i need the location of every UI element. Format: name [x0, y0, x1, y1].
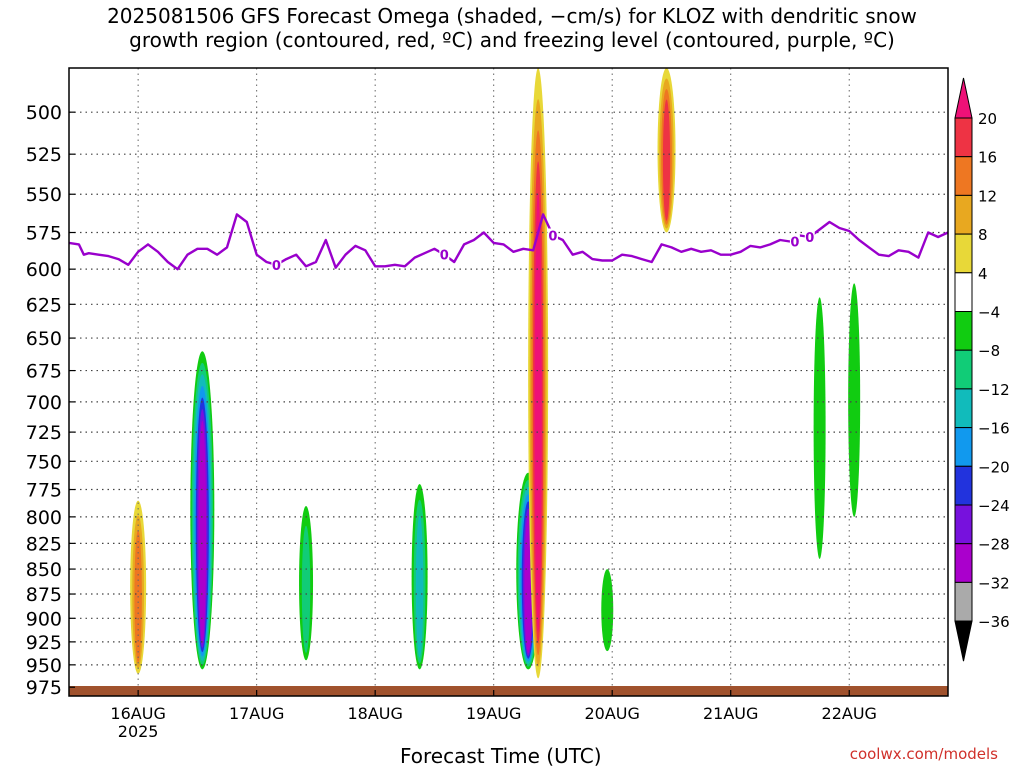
omega-feature — [411, 483, 428, 670]
colorbar-tick-label: −24 — [978, 497, 1010, 515]
colorbar-tick-label: 16 — [978, 149, 997, 167]
contour-label-bg — [804, 229, 815, 243]
x-tick-label: 19AUG — [466, 704, 521, 723]
plot-frame — [68, 67, 949, 697]
y-tick-label: 550 — [26, 184, 62, 206]
colorbar-segment — [954, 581, 973, 622]
x-axis: 16AUG 17AUG 18AUG 19AUG 20AUG 21AUG 22AUG 2025 — [110, 690, 877, 741]
contour-label: 0 — [440, 249, 449, 264]
y-tick-label: 700 — [26, 392, 62, 414]
chart-title-line1: 2025081506 GFS Forecast Omega (shaded, −… — [107, 4, 917, 28]
omega-feature — [528, 68, 549, 679]
omega-shade-cell — [848, 283, 861, 517]
colorbar-segment — [954, 543, 973, 583]
colorbar-segment — [954, 272, 973, 312]
omega-feature — [657, 68, 676, 233]
colorbar-top-arrow — [954, 77, 973, 119]
y-tick-label: 725 — [26, 422, 62, 444]
colorbar-segment — [954, 156, 973, 196]
y-tick-label: 925 — [26, 632, 62, 654]
colorbar-tick-label: −36 — [978, 613, 1010, 631]
y-tick-label: 975 — [26, 677, 62, 699]
omega-shade-cell — [415, 515, 424, 658]
omega-shading — [130, 68, 861, 679]
colorbar-segment — [954, 311, 973, 351]
y-tick-label: 875 — [26, 584, 62, 606]
colorbar-tick-label: 4 — [978, 265, 988, 283]
contour-label: 0 — [805, 231, 814, 246]
y-tick-label: 650 — [26, 328, 62, 350]
omega-feature — [848, 283, 861, 517]
y-tick-label: 575 — [26, 223, 62, 245]
y-tick-label: 525 — [26, 144, 62, 166]
colorbar-tick-label: 20 — [978, 110, 997, 128]
y-tick-label: 850 — [26, 559, 62, 581]
contour-label: 0 — [548, 230, 557, 245]
y-tick-label: 600 — [26, 259, 62, 281]
colorbar-segment — [954, 194, 973, 235]
colorbar-segment — [954, 427, 973, 467]
colorbar-tick-label: −20 — [978, 458, 1010, 476]
chart-title-line2: growth region (contoured, red, ºC) and f… — [129, 28, 895, 52]
colorbar-tick-label: −28 — [978, 536, 1010, 554]
omega-feature — [190, 351, 215, 670]
y-axis: 500 525 550 575 600 625 650 675 700 725 750 775 800 8… — [26, 102, 75, 699]
omega-feature — [299, 506, 314, 661]
y-tick-label: 900 — [26, 608, 62, 630]
y-tick-label: 750 — [26, 451, 62, 473]
omega-shade-cell — [813, 297, 826, 559]
y-tick-label: 950 — [26, 655, 62, 677]
contour-label-bg — [439, 247, 450, 261]
contour-label: 0 — [272, 259, 281, 274]
y-tick-label: 775 — [26, 480, 62, 502]
contour-label-bg — [547, 228, 558, 242]
x-tick-label: 21AUG — [703, 704, 758, 723]
contour-label: 0 — [790, 235, 799, 250]
colorbar-segment — [954, 388, 973, 429]
omega-feature — [130, 500, 147, 674]
colorbar-tick-label: −4 — [978, 304, 1000, 322]
freezing-level-line — [69, 213, 948, 271]
omega-shade-cell — [301, 525, 311, 653]
colorbar-segment — [954, 465, 973, 506]
colorbar-bottom-arrow — [954, 620, 973, 662]
colorbar-tick-label: −32 — [978, 574, 1010, 592]
y-tick-label: 675 — [26, 361, 62, 383]
y-tick-label: 500 — [26, 102, 62, 124]
y-tick-label: 800 — [26, 507, 62, 529]
contour-label-bg — [271, 257, 282, 271]
x-tick-label: 20AUG — [584, 704, 639, 723]
x-tick-label: 18AUG — [347, 704, 402, 723]
colorbar-segment — [954, 233, 973, 274]
omega-shade-cell — [534, 192, 542, 632]
credit-link[interactable]: coolwx.com/models — [849, 745, 998, 763]
colorbar: 20 16 12 8 4 −4 −8 −12 −16 −20 −24 −28 −32 −36 — [954, 77, 1010, 662]
colorbar-tick-label: −16 — [978, 420, 1010, 438]
colorbar-tick-label: 12 — [978, 187, 997, 205]
x-year-label: 2025 — [118, 722, 159, 741]
x-tick-label: 22AUG — [822, 704, 877, 723]
contour-label-bg — [789, 234, 800, 248]
chart-title: 2025081506 GFS Forecast Omega (shaded, −… — [0, 4, 1024, 52]
omega-shade-cell — [198, 420, 207, 644]
x-tick-label: 16AUG — [110, 704, 165, 723]
omega-shade-cell — [601, 569, 614, 652]
omega-feature — [813, 297, 826, 559]
y-tick-label: 825 — [26, 533, 62, 555]
colorbar-segment — [954, 117, 973, 158]
omega-feature — [601, 569, 614, 652]
colorbar-segment — [954, 504, 973, 545]
ground-surface — [69, 686, 948, 696]
freezing-level-contour: 000 0 0 — [69, 213, 948, 274]
colorbar-segment — [954, 349, 973, 390]
colorbar-tick-label: 8 — [978, 226, 988, 244]
x-axis-title: Forecast Time (UTC) — [400, 744, 602, 768]
omega-shade-cell — [662, 99, 671, 221]
colorbar-tick-label: −8 — [978, 342, 1000, 360]
x-tick-label: 17AUG — [229, 704, 284, 723]
colorbar-tick-label: −12 — [978, 381, 1010, 399]
y-tick-label: 625 — [26, 294, 62, 316]
